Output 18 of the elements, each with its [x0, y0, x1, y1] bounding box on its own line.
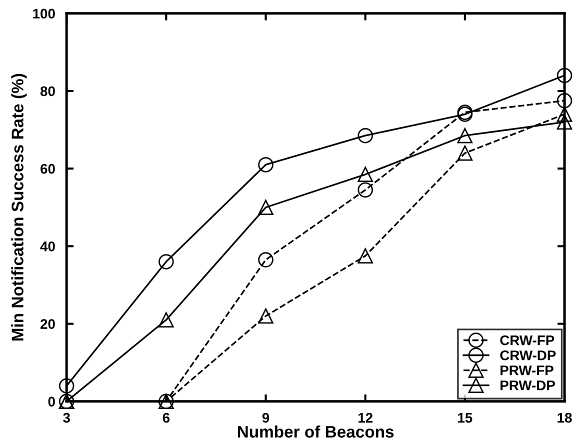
- x-tick-label: 12: [358, 412, 373, 423]
- legend-label: CRW-DP: [500, 350, 556, 360]
- y-tick-label: 100: [33, 8, 55, 19]
- x-tick-label: 3: [63, 412, 70, 423]
- x-tick-label: 18: [558, 412, 572, 423]
- legend-label: PRW-DP: [500, 380, 555, 390]
- y-tick-label: 60: [40, 164, 55, 174]
- x-tick-label: 9: [262, 412, 270, 423]
- y-tick-label: 20: [40, 319, 55, 329]
- y-tick-label: 80: [40, 86, 55, 96]
- x-axis-title: Number of Beacons: [238, 425, 394, 438]
- y-tick-label: 0: [48, 396, 55, 407]
- x-tick-label: 6: [162, 412, 170, 423]
- x-tick-label: 15: [458, 413, 472, 423]
- y-axis-title: Min Notification Success Rate (%): [11, 74, 27, 341]
- y-tick-label: 40: [40, 242, 55, 252]
- legend-label: PRW-FP: [500, 366, 554, 376]
- legend-label: CRW-FP: [500, 335, 554, 346]
